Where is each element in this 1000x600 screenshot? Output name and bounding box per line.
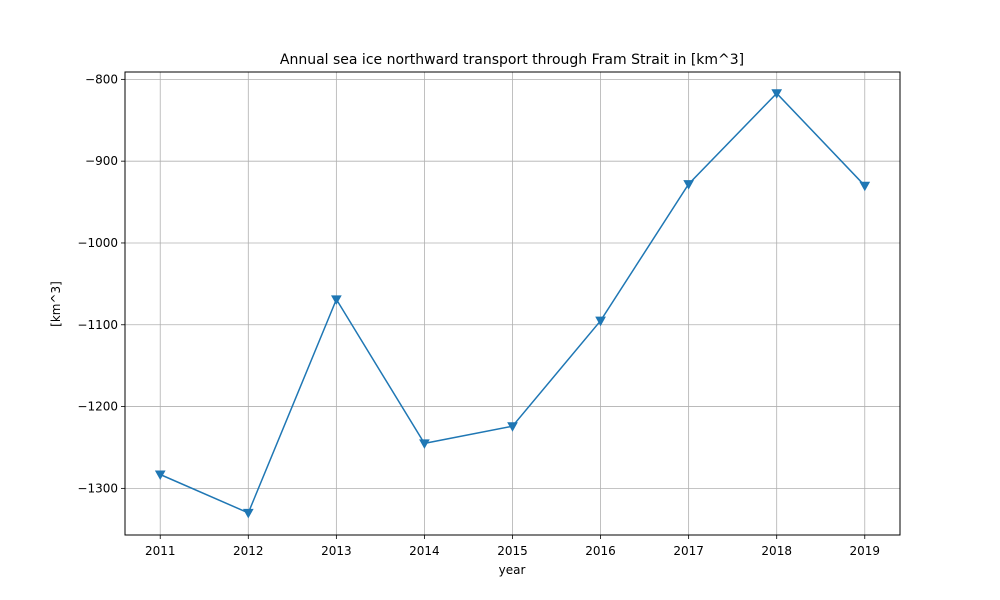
x-tick-label: 2018 [761,544,792,558]
data-point [331,295,342,305]
y-tick-label: −1100 [77,318,118,332]
data-point [859,181,871,192]
series [154,89,871,519]
x-tick-label: 2016 [585,544,616,558]
x-tick-label: 2012 [233,544,264,558]
data-point [683,180,694,190]
data-point [507,422,518,432]
y-tick-label: −1000 [77,236,118,250]
data-point [242,508,254,519]
data-point [771,89,783,99]
y-axis: −1300 −1200 −1100 −1000 −900 −800 [77,72,125,495]
y-axis-label: [km^3] [49,281,63,327]
data-point [595,316,606,327]
x-tick-label: 2019 [849,544,880,558]
y-tick-label: −900 [85,154,118,168]
y-tick-label: −800 [85,72,118,86]
data-point [154,470,166,480]
x-tick-label: 2011 [145,544,176,558]
x-tick-label: 2015 [497,544,528,558]
x-tick-label: 2017 [673,544,704,558]
x-tick-label: 2013 [321,544,352,558]
chart-title: Annual sea ice northward transport throu… [280,52,744,68]
x-tick-label: 2014 [409,544,440,558]
x-axis-label: year [499,563,526,577]
x-axis: 2011 2012 2013 2014 2015 2016 2017 2018 2019 [145,535,880,558]
data-point [419,439,430,449]
grid [125,72,900,535]
y-tick-label: −1300 [77,481,118,495]
y-tick-label: −1200 [77,400,118,414]
